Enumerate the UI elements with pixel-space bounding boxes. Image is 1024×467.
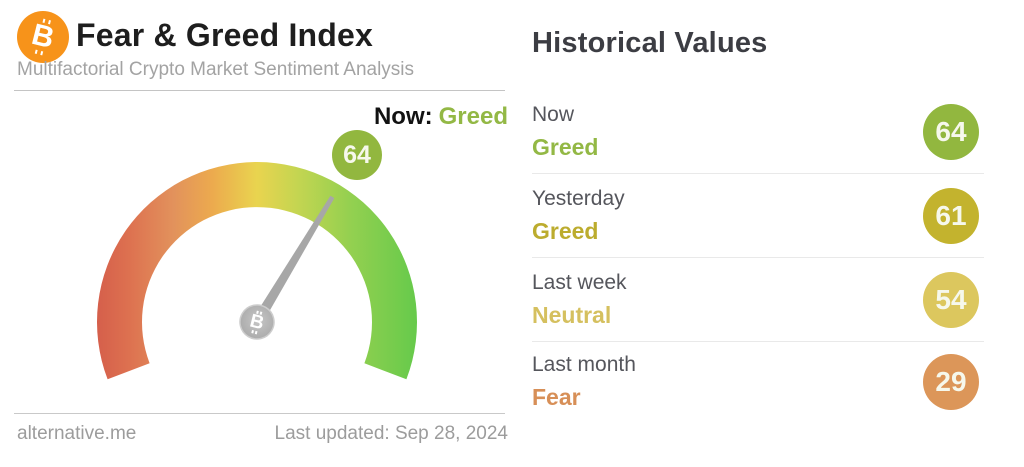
row-sentiment-label: Neutral xyxy=(532,301,612,328)
row-period-label: Yesterday xyxy=(532,186,625,210)
gauge-arc xyxy=(96,162,417,380)
bitcoin-icon: B xyxy=(17,11,69,63)
last-updated-label: Last updated: Sep 28, 2024 xyxy=(274,423,508,444)
row-value-badge: 64 xyxy=(923,103,979,160)
row-period-label: Last week xyxy=(532,270,627,294)
header-divider xyxy=(14,90,505,91)
row-value-badge: 61 xyxy=(923,187,979,244)
historical-row-yesterday: Yesterday Greed 61 xyxy=(532,174,984,258)
page-subtitle: Multifactorial Crypto Market Sentiment A… xyxy=(17,59,415,80)
row-value-badge: 29 xyxy=(923,354,979,410)
row-period-label: Last month xyxy=(532,353,636,376)
footer-divider xyxy=(14,413,505,414)
historical-row-now: Now Greed 64 xyxy=(532,90,984,174)
page-title: Fear & Greed Index xyxy=(76,17,374,53)
gauge-value-badge: 64 xyxy=(332,130,382,180)
gauge-hub-bitcoin-icon: B xyxy=(247,310,267,334)
now-label: Now: xyxy=(373,103,433,130)
row-period-label: Now xyxy=(532,102,575,126)
row-sentiment-label: Greed xyxy=(532,133,599,160)
gauge-chart xyxy=(96,162,417,380)
bitcoin-glyph: B xyxy=(28,17,58,56)
gauge-needle xyxy=(249,195,335,330)
historical-row-last-month: Last month Fear 29 xyxy=(532,342,984,422)
row-sentiment-label: Fear xyxy=(532,384,581,410)
now-sentiment: Greed xyxy=(438,103,508,130)
row-sentiment-label: Greed xyxy=(532,217,599,244)
historical-rows: Now Greed 64 Yesterday Greed 61 Last wee… xyxy=(532,90,984,422)
site-link[interactable]: alternative.me xyxy=(17,423,137,444)
historical-row-last-week: Last week Neutral 54 xyxy=(532,258,984,342)
historical-values-title: Historical Values xyxy=(532,27,768,59)
row-value-badge: 54 xyxy=(923,271,979,328)
historical-values-panel: Historical Values Now Greed 64 Yesterday… xyxy=(532,0,984,467)
now-indicator: Now: Greed xyxy=(374,103,508,131)
